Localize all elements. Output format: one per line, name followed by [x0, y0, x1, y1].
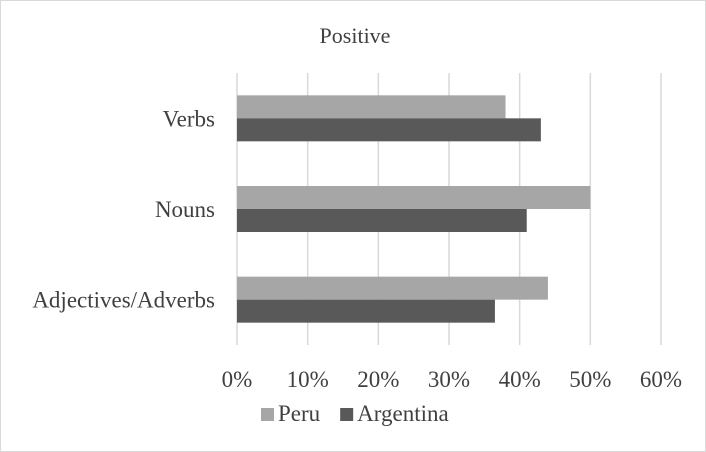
legend-swatch-argentina — [340, 408, 354, 421]
category-label-2: Adjectives/Adverbs — [32, 288, 215, 313]
bars — [237, 95, 591, 323]
x-tick-label-3: 30% — [428, 367, 470, 392]
legend-swatch-peru — [261, 408, 274, 421]
x-tick-label-2: 20% — [357, 367, 399, 392]
x-tick-label-1: 10% — [287, 367, 329, 392]
x-tick-label-4: 40% — [499, 367, 541, 392]
x-tick-label-5: 50% — [569, 367, 611, 392]
bar-peru-2 — [237, 276, 548, 300]
bar-peru-0 — [237, 95, 506, 119]
legend-label-argentina: Argentina — [357, 401, 449, 426]
legend: Peru Argentina — [261, 401, 449, 426]
bar-argentina-0 — [237, 118, 541, 142]
chart-title: Positive — [320, 23, 391, 48]
category-label-0: Verbs — [163, 106, 215, 131]
x-tick-label-0: 0% — [222, 367, 253, 392]
legend-label-peru: Peru — [278, 401, 321, 426]
bar-argentina-2 — [237, 299, 495, 323]
bar-argentina-1 — [237, 209, 527, 232]
x-tick-labels: 0% 10% 20% 30% 40% 50% 60% — [222, 367, 682, 392]
x-tick-label-6: 60% — [640, 367, 682, 392]
category-labels: Verbs Nouns Adjectives/Adverbs — [32, 106, 215, 312]
bar-peru-1 — [237, 186, 591, 209]
category-label-1: Nouns — [155, 197, 215, 222]
